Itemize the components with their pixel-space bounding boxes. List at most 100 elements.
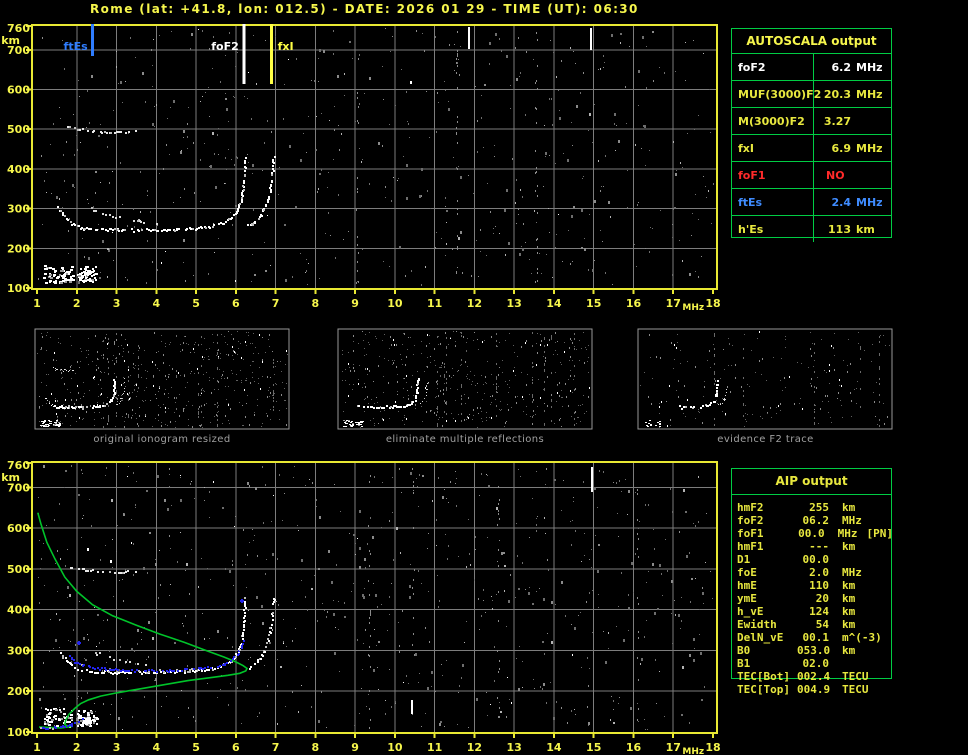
aip-row-label: TEC[Top] [737, 683, 790, 696]
autoscala-row-label: fxI [738, 141, 754, 155]
svg-text:2: 2 [73, 297, 81, 310]
aip-row-value: 002.4 [797, 670, 831, 683]
page-title: Rome (lat: +41.8, lon: 012.5) - DATE: 20… [90, 2, 639, 16]
aip-row-ewidth: Ewidth 54 km [737, 618, 893, 631]
autoscala-row-value: 20.3 [823, 87, 851, 101]
svg-text:300: 300 [7, 644, 30, 657]
svg-text:5: 5 [192, 297, 200, 310]
svg-text:300: 300 [7, 203, 30, 216]
svg-text:MHz: MHz [682, 303, 704, 313]
svg-text:4: 4 [152, 297, 160, 310]
autoscala-table-title: AUTOSCALA output [746, 34, 877, 48]
svg-text:km: km [1, 471, 20, 484]
svg-text:4: 4 [152, 741, 160, 754]
svg-text:11: 11 [427, 297, 442, 310]
svg-text:15: 15 [586, 741, 601, 754]
svg-text:200: 200 [7, 242, 30, 255]
aip-row-d1: D1 00.0 [737, 553, 893, 566]
aip-row-value: --- [809, 540, 829, 553]
aip-row-label: B1 [737, 657, 751, 670]
svg-text:6: 6 [232, 297, 240, 310]
svg-text:13: 13 [507, 297, 522, 310]
svg-text:17: 17 [666, 741, 681, 754]
aip-row-unit: MHz [842, 566, 862, 579]
svg-text:10: 10 [387, 741, 403, 754]
aip-row-label: Ewidth [737, 618, 777, 631]
aip-row-unit: km [842, 540, 856, 553]
svg-text:7: 7 [272, 297, 280, 310]
svg-text:400: 400 [7, 163, 30, 176]
aip-row-value: 54 [815, 618, 829, 631]
svg-text:17: 17 [666, 297, 681, 310]
aip-row-label: TEC[Bot] [737, 670, 790, 683]
svg-text:MHz: MHz [682, 747, 704, 755]
autoscala-output-table: AUTOSCALA output foF2 6.2 MHz MUF(3000)F2 20… [731, 28, 892, 242]
aip-table-rows: hmF2 255 km foF2 06.2 MHz foF1 00.0 MHz [PN] hmF1 -… [737, 501, 893, 696]
autoscala-row-value-cell: 3.27 [813, 108, 891, 134]
svg-text:16: 16 [626, 297, 642, 310]
aip-row-label: foF1 [737, 527, 764, 540]
autoscala-row-value: 113 [828, 222, 851, 236]
autoscala-row-fof2: foF2 6.2 MHz [732, 53, 891, 80]
aip-row-label: hmF2 [737, 501, 764, 514]
svg-text:760: 760 [7, 22, 30, 35]
svg-text:100: 100 [7, 282, 30, 295]
svg-text:400: 400 [7, 604, 30, 617]
aip-row-unit: MHz [837, 527, 858, 540]
autoscala-row-unit: MHz [856, 195, 883, 209]
svg-text:km: km [1, 34, 20, 47]
svg-text:14: 14 [546, 297, 562, 310]
autoscala-row-ftes: ftEs 2.4 MHz [732, 188, 891, 215]
autoscala-row-value: 2.4 [831, 195, 852, 209]
svg-text:3: 3 [113, 297, 121, 310]
thumbnail-caption-original: original ionogram resized [93, 434, 231, 445]
svg-text:8: 8 [312, 741, 320, 754]
aip-row-delnve: DelN_vE 00.1 m^(-3) [737, 631, 893, 644]
svg-text:200: 200 [7, 685, 30, 698]
aip-row-value: 00.1 [802, 631, 830, 644]
autoscala-row-value: 3.27 [823, 114, 851, 128]
autoscala-row-label: M(3000)F2 [738, 114, 805, 128]
aip-row-unit: MHz [842, 514, 862, 527]
aip-row-fof1: foF1 00.0 MHz [PN] [737, 527, 893, 540]
aip-row-value: 053.0 [797, 644, 831, 657]
aip-row-note: [PN] [866, 527, 894, 540]
aip-row-tecbot: TEC[Bot] 002.4 TECU [737, 670, 893, 683]
svg-text:2: 2 [73, 741, 81, 754]
aip-row-label: h_vE [737, 605, 764, 618]
autoscala-row-value-cell: 6.9 MHz [813, 135, 891, 161]
aip-row-hve: h_vE 124 km [737, 605, 893, 618]
autoscala-row-unit: MHz [856, 60, 883, 74]
autoscala-row-unit: km [856, 222, 875, 236]
autoscala-row-value-cell: 113 km [813, 216, 891, 242]
aip-row-foe: foE 2.0 MHz [737, 566, 893, 579]
autoscala-row-value: NO [826, 168, 845, 182]
autoscala-row-unit: MHz [856, 87, 883, 101]
aip-row-unit: km [842, 501, 856, 514]
ionogram-top: 1 2 3 4 5 6 7 8 9 10 11 12 13 14 15 16 17 18MHz1002003004… [1, 22, 720, 313]
aip-row-value: 00.0 [798, 527, 825, 540]
svg-text:5: 5 [192, 741, 200, 754]
aip-row-fof2: foF2 06.2 MHz [737, 514, 893, 527]
svg-text:18: 18 [705, 741, 720, 754]
aip-row-label: DelN_vE [737, 631, 784, 644]
svg-text:6: 6 [232, 741, 240, 754]
svg-text:700: 700 [7, 481, 30, 494]
autoscala-row-value: 6.9 [831, 141, 852, 155]
aip-row-value: 255 [809, 501, 829, 514]
svg-text:100: 100 [7, 726, 30, 739]
autoscala-row-label: foF1 [738, 168, 766, 182]
aip-row-hmf2: hmF2 255 km [737, 501, 893, 514]
svg-text:1: 1 [33, 741, 41, 754]
svg-text:8: 8 [312, 297, 320, 310]
autoscala-row-muf3000f2: MUF(3000)F2 20.3 MHz [732, 80, 891, 107]
autoscala-row-unit: MHz [856, 141, 883, 155]
aip-row-value: 06.2 [802, 514, 830, 527]
aip-row-value: 124 [809, 605, 829, 618]
svg-text:600: 600 [7, 522, 30, 535]
svg-text:15: 15 [586, 297, 601, 310]
svg-text:500: 500 [7, 563, 30, 576]
aip-row-unit: km [842, 618, 856, 631]
